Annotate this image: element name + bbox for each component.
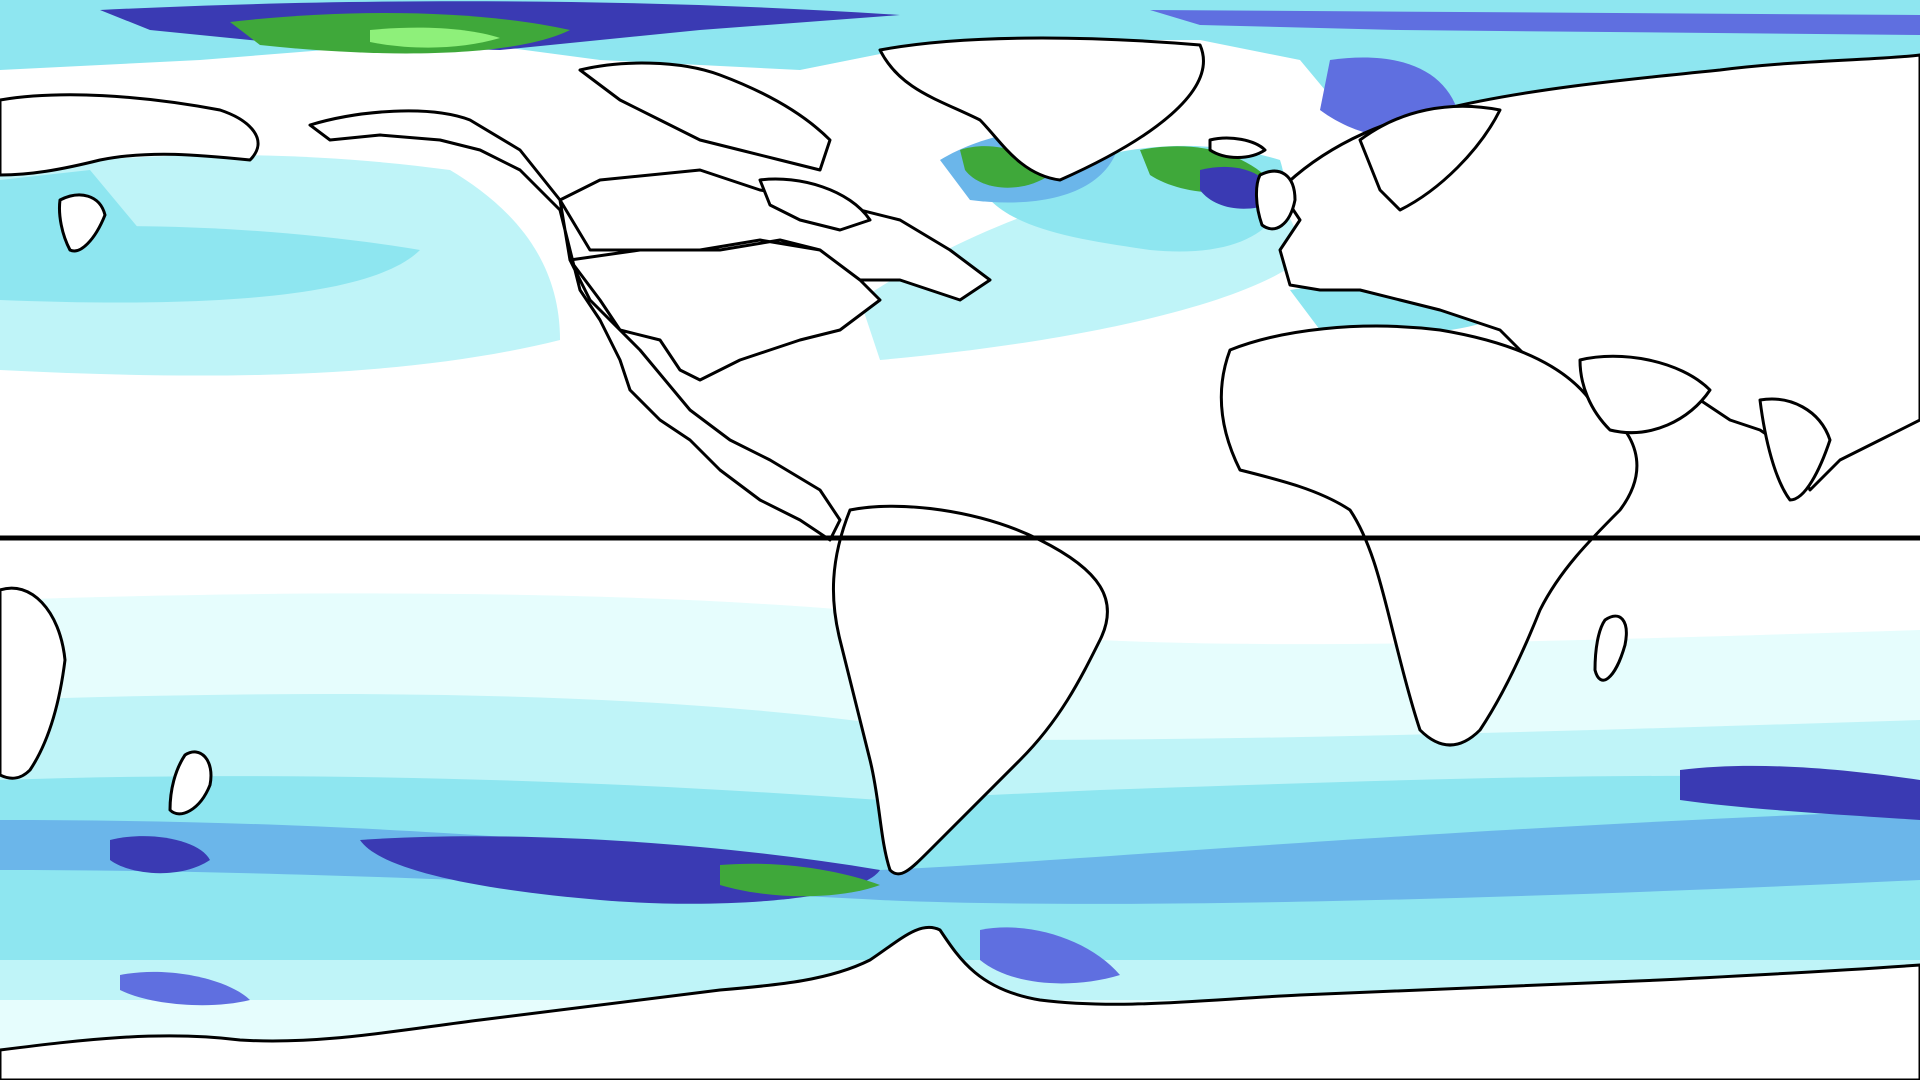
coast-arabia: [1578, 354, 1712, 435]
shade-arctic-right: [1150, 10, 1920, 35]
coast-siberia-left: [0, 93, 260, 177]
shade-labrador-green: [960, 146, 1050, 188]
shade-arctic-lightgreen: [370, 27, 500, 48]
coast-greenland: [878, 36, 1205, 182]
coast-india: [1758, 397, 1832, 502]
coast-arctic-islands: [578, 61, 832, 172]
shade-north-pacific-inner: [0, 226, 420, 303]
shade-south-pacific-green: [720, 863, 880, 897]
coast-madagascar: [1593, 614, 1628, 682]
coastlines: [0, 36, 1920, 1080]
shade-indian-strong: [1680, 765, 1920, 820]
coast-britain: [1255, 169, 1297, 231]
coast-australia: [0, 586, 67, 780]
shade-ross: [120, 971, 250, 1006]
coast-antarctica: [0, 925, 1920, 1080]
shade-tasman-strong: [110, 836, 210, 874]
coast-new-zealand: [168, 750, 213, 816]
coast-scandinavia: [1358, 104, 1502, 212]
shade-weddell: [980, 927, 1120, 984]
coast-africa: [1219, 324, 1639, 747]
coast-kamchatka: [58, 193, 107, 253]
coast-south-america: [831, 504, 1109, 876]
coast-baffin: [758, 177, 872, 232]
coast-iceland: [1208, 136, 1267, 159]
